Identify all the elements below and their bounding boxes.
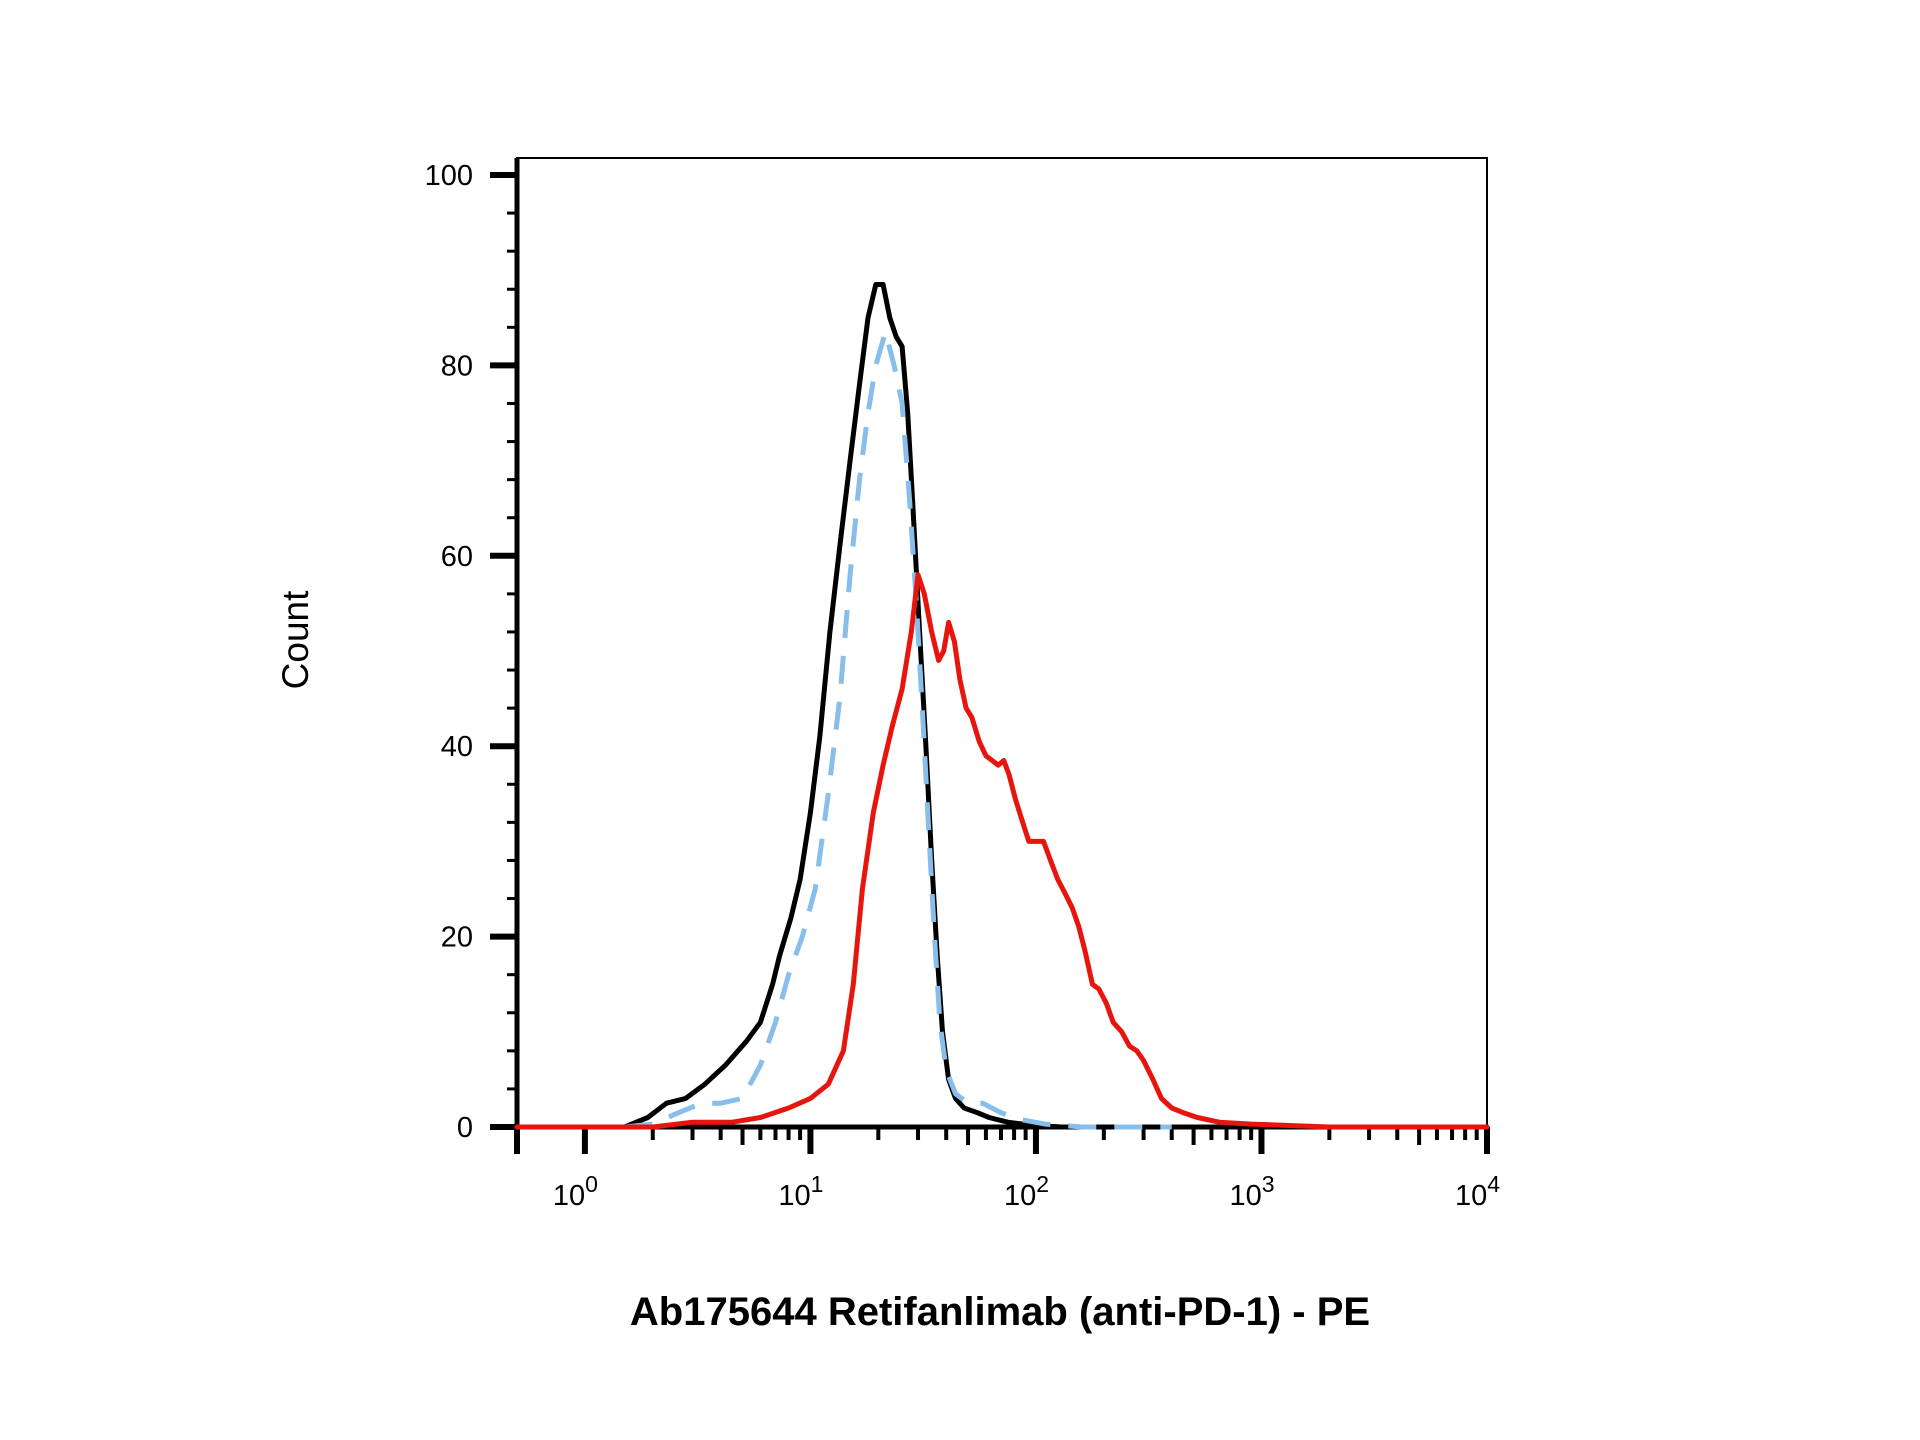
y-tick-label: 80	[441, 350, 473, 382]
y-tick-label: 20	[441, 922, 473, 954]
x-axis: 100 101 102 103 104	[514, 1124, 1500, 1212]
x-tick-label: 100	[553, 1171, 598, 1212]
x-tick-label: 103	[1229, 1171, 1274, 1212]
x-tick-label: 101	[778, 1171, 823, 1212]
y-tick-label: 100	[425, 160, 473, 192]
plot-frame	[516, 157, 1488, 1128]
x-tick-label: 102	[1004, 1171, 1049, 1212]
series-line-0	[514, 282, 1490, 1130]
series-layer	[514, 282, 1490, 1130]
y-axis: 0 20 40 60 80 100	[425, 158, 520, 1144]
y-tick-label: 60	[441, 541, 473, 573]
x-axis-title: Ab175644 Retifanlimab (anti-PD-1) - PE	[630, 1290, 1370, 1334]
series-line-2	[514, 572, 1490, 1130]
y-tick-label: 0	[457, 1112, 473, 1144]
y-axis-title: Count	[275, 590, 316, 689]
series-line-1	[624, 329, 1172, 1130]
x-tick-label: 104	[1455, 1171, 1500, 1212]
plot-border	[516, 157, 1488, 1128]
y-tick-label: 40	[441, 731, 473, 763]
